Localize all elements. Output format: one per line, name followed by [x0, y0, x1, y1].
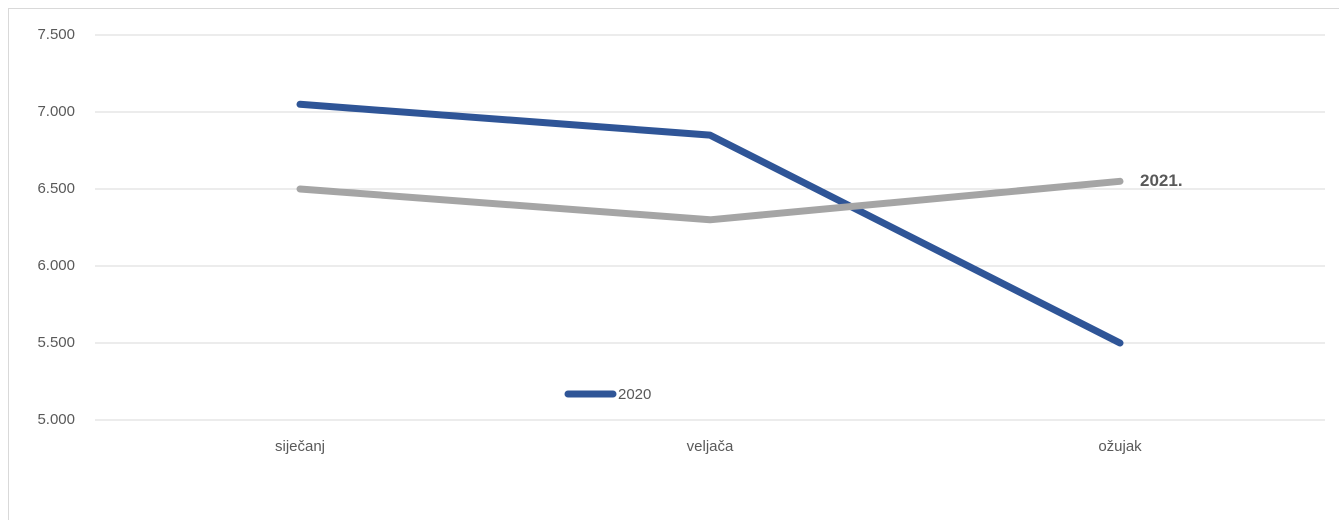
- y-tick-label: 7.500: [37, 26, 75, 43]
- x-tick-label: ožujak: [1098, 438, 1142, 455]
- legend-label: 2020: [618, 386, 651, 403]
- line-series: [296, 177, 1124, 224]
- y-tick-label: 7.000: [37, 103, 75, 120]
- series-label: 2021.: [1140, 171, 1183, 190]
- y-tick-label: 5.000: [37, 411, 75, 428]
- y-tick-label: 6.500: [37, 180, 75, 197]
- y-tick-label: 5.500: [37, 334, 75, 351]
- x-tick-label: veljača: [687, 438, 734, 455]
- x-tick-label: siječanj: [275, 438, 325, 455]
- y-tick-label: 6.000: [37, 257, 75, 274]
- line-series: [296, 100, 1124, 347]
- chart-border: [8, 8, 1339, 520]
